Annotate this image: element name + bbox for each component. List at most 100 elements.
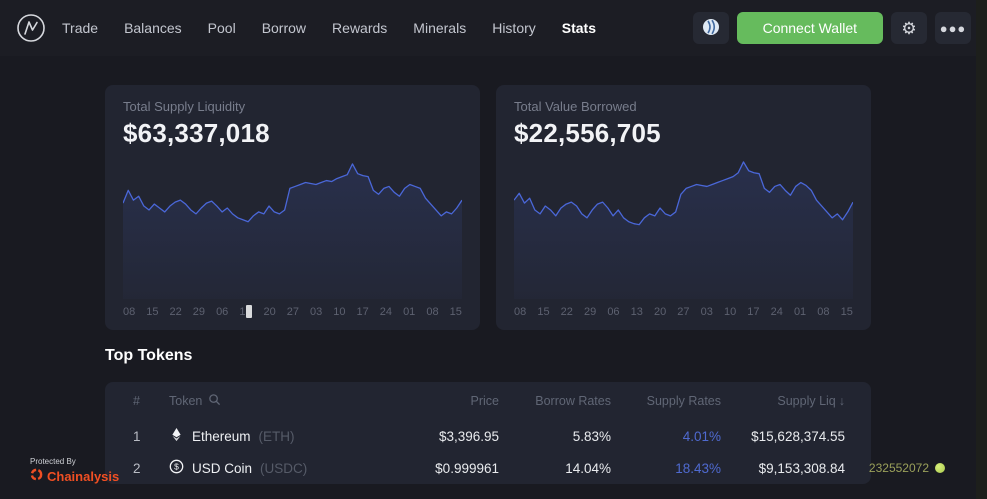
x-tick-label: 01 [793, 306, 807, 318]
block-status-icon [935, 463, 945, 473]
top-tokens-heading: Top Tokens [105, 347, 193, 364]
nav-item-minerals[interactable]: Minerals [413, 20, 467, 36]
block-number: 232552072 [868, 461, 929, 475]
x-tick-label: 06 [216, 305, 229, 318]
connect-wallet-button[interactable]: Connect Wallet [736, 12, 883, 44]
card-value: $22,556,705 [514, 118, 661, 148]
chainalysis-badge[interactable]: Protected By Chainalysis [30, 457, 119, 484]
token-borrow-rate: 14.04% [565, 460, 611, 476]
token-rank: 2 [133, 460, 141, 476]
sort-desc-icon: ↓ [838, 394, 845, 408]
x-tick-label: 01 [403, 305, 416, 318]
col-rank: # [133, 394, 140, 408]
token-symbol: (ETH) [258, 428, 295, 444]
col-price[interactable]: Price [470, 394, 499, 408]
token-supply-rate: 4.01% [682, 428, 721, 444]
card-title: Total Value Borrowed [514, 99, 637, 114]
x-tick-label: 17 [356, 305, 369, 318]
x-tick-label: 15 [146, 305, 159, 318]
x-tick-label: 03 [310, 305, 323, 318]
nav-item-stats[interactable]: Stats [561, 20, 596, 36]
token-supply-liq: $9,153,308.84 [758, 460, 845, 476]
app-logo-icon[interactable] [16, 13, 46, 43]
nav-item-rewards[interactable]: Rewards [332, 20, 388, 36]
ellipsis-icon: ●●● [939, 20, 967, 36]
card-title: Total Supply Liquidity [123, 99, 246, 114]
token-price: $3,396.95 [438, 428, 499, 444]
protected-by-label: Protected By [30, 457, 76, 466]
token-price: $0.999961 [435, 460, 499, 476]
token-name-cell: $ USD Coin (USDC) [169, 459, 349, 477]
token-supply-rate: 18.43% [675, 460, 721, 476]
col-borrow-rates[interactable]: Borrow Rates [535, 394, 611, 408]
token-name-cell: Ethereum (ETH) [169, 427, 349, 445]
chart-x-axis-labels: 08 15 22 29 06 13 20 27 03 10 17 24 01 08 15 [514, 306, 853, 318]
top-tokens-table: # Token Price Borrow Rates Supply Rates … [105, 382, 871, 484]
nav-item-balances[interactable]: Balances [124, 20, 182, 36]
x-tick-label: 15 [537, 306, 550, 318]
nav-items: Trade Balances Pool Borrow Rewards Minerals Hi… [62, 20, 596, 36]
token-symbol: (USDC) [260, 460, 308, 476]
supply-liquidity-chart[interactable] [123, 159, 462, 299]
usdc-icon: $ [169, 459, 184, 477]
header-actions: Connect Wallet ⚙ ●●● [692, 12, 971, 44]
table-header-row: # Token Price Borrow Rates Supply Rates … [105, 382, 871, 420]
block-number-indicator[interactable]: 232552072 [869, 461, 945, 475]
col-supply-liq[interactable]: Supply Liq ↓ [777, 394, 845, 408]
x-tick-label: 08 [817, 306, 830, 318]
col-token[interactable]: Token [169, 393, 349, 409]
chainalysis-logo-icon [30, 468, 43, 484]
x-tick-label: 20 [263, 305, 276, 318]
token-borrow-rate: 5.83% [572, 428, 611, 444]
x-tick-label: 10 [723, 306, 737, 318]
settings-button[interactable]: ⚙ [891, 12, 927, 44]
search-icon[interactable] [208, 393, 221, 409]
x-tick-label: 27 [286, 305, 299, 318]
x-tick-label: 10 [333, 305, 346, 318]
chainalysis-label: Chainalysis [47, 468, 120, 484]
x-tick-label: 27 [677, 306, 690, 318]
x-tick-label: 17 [747, 306, 760, 318]
nav-item-borrow[interactable]: Borrow [261, 20, 307, 36]
x-tick-label: 15 [449, 305, 462, 318]
card-value: $63,337,018 [123, 118, 270, 148]
network-icon [701, 17, 721, 40]
value-borrowed-chart[interactable] [514, 159, 853, 299]
text-cursor [246, 305, 253, 318]
gear-icon: ⚙ [901, 18, 917, 38]
x-tick-label: 08 [514, 306, 527, 318]
token-row-ethereum[interactable]: 1 Ethereum (ETH) $3,396.95 5.83% 4.01% $15,628… [105, 420, 871, 452]
stat-cards-row: Total Supply Liquidity $63,337,018 08 15 2… [105, 85, 871, 330]
x-tick-label: 13 [630, 306, 643, 318]
x-tick-label: 15 [840, 306, 853, 318]
x-tick-label: 24 [379, 305, 393, 318]
x-tick-label: 1 [239, 305, 253, 318]
nav-item-pool[interactable]: Pool [207, 20, 236, 36]
total-value-borrowed-card: Total Value Borrowed $22,556,705 08 15 22 2… [496, 85, 871, 330]
token-row-usd-coin[interactable]: 2 $ USD Coin (USDC) $0.999961 14.04% 18.43% $9,… [105, 452, 871, 484]
scrollbar[interactable] [976, 0, 987, 499]
token-name: USD Coin [192, 460, 253, 476]
table-body: 1 Ethereum (ETH) $3,396.95 5.83% 4.01% $15,628… [105, 420, 871, 484]
x-tick-label: 22 [560, 306, 573, 318]
x-tick-label: 22 [169, 305, 182, 318]
token-name: Ethereum [192, 428, 251, 444]
col-supply-rates[interactable]: Supply Rates [646, 394, 721, 408]
x-tick-label: 08 [123, 305, 136, 318]
network-button[interactable] [692, 12, 729, 44]
x-tick-label: 20 [653, 306, 667, 318]
x-tick-label: 29 [192, 305, 206, 318]
token-rank: 1 [133, 428, 141, 444]
more-menu-button[interactable]: ●●● [935, 12, 971, 44]
token-supply-liq: $15,628,374.55 [751, 428, 845, 444]
x-tick-label: 29 [583, 306, 597, 318]
svg-text:$: $ [174, 462, 179, 472]
chart-x-axis-labels: 08 15 22 29 06 1 20 27 03 10 17 24 01 08 15 [123, 305, 462, 318]
eth-icon [169, 427, 184, 445]
nav-item-trade[interactable]: Trade [62, 20, 99, 36]
top-navigation-bar: Trade Balances Pool Borrow Rewards Minerals Hi… [0, 0, 987, 56]
x-tick-label: 24 [770, 306, 783, 318]
x-tick-label: 03 [700, 306, 713, 318]
nav-item-history[interactable]: History [492, 20, 536, 36]
